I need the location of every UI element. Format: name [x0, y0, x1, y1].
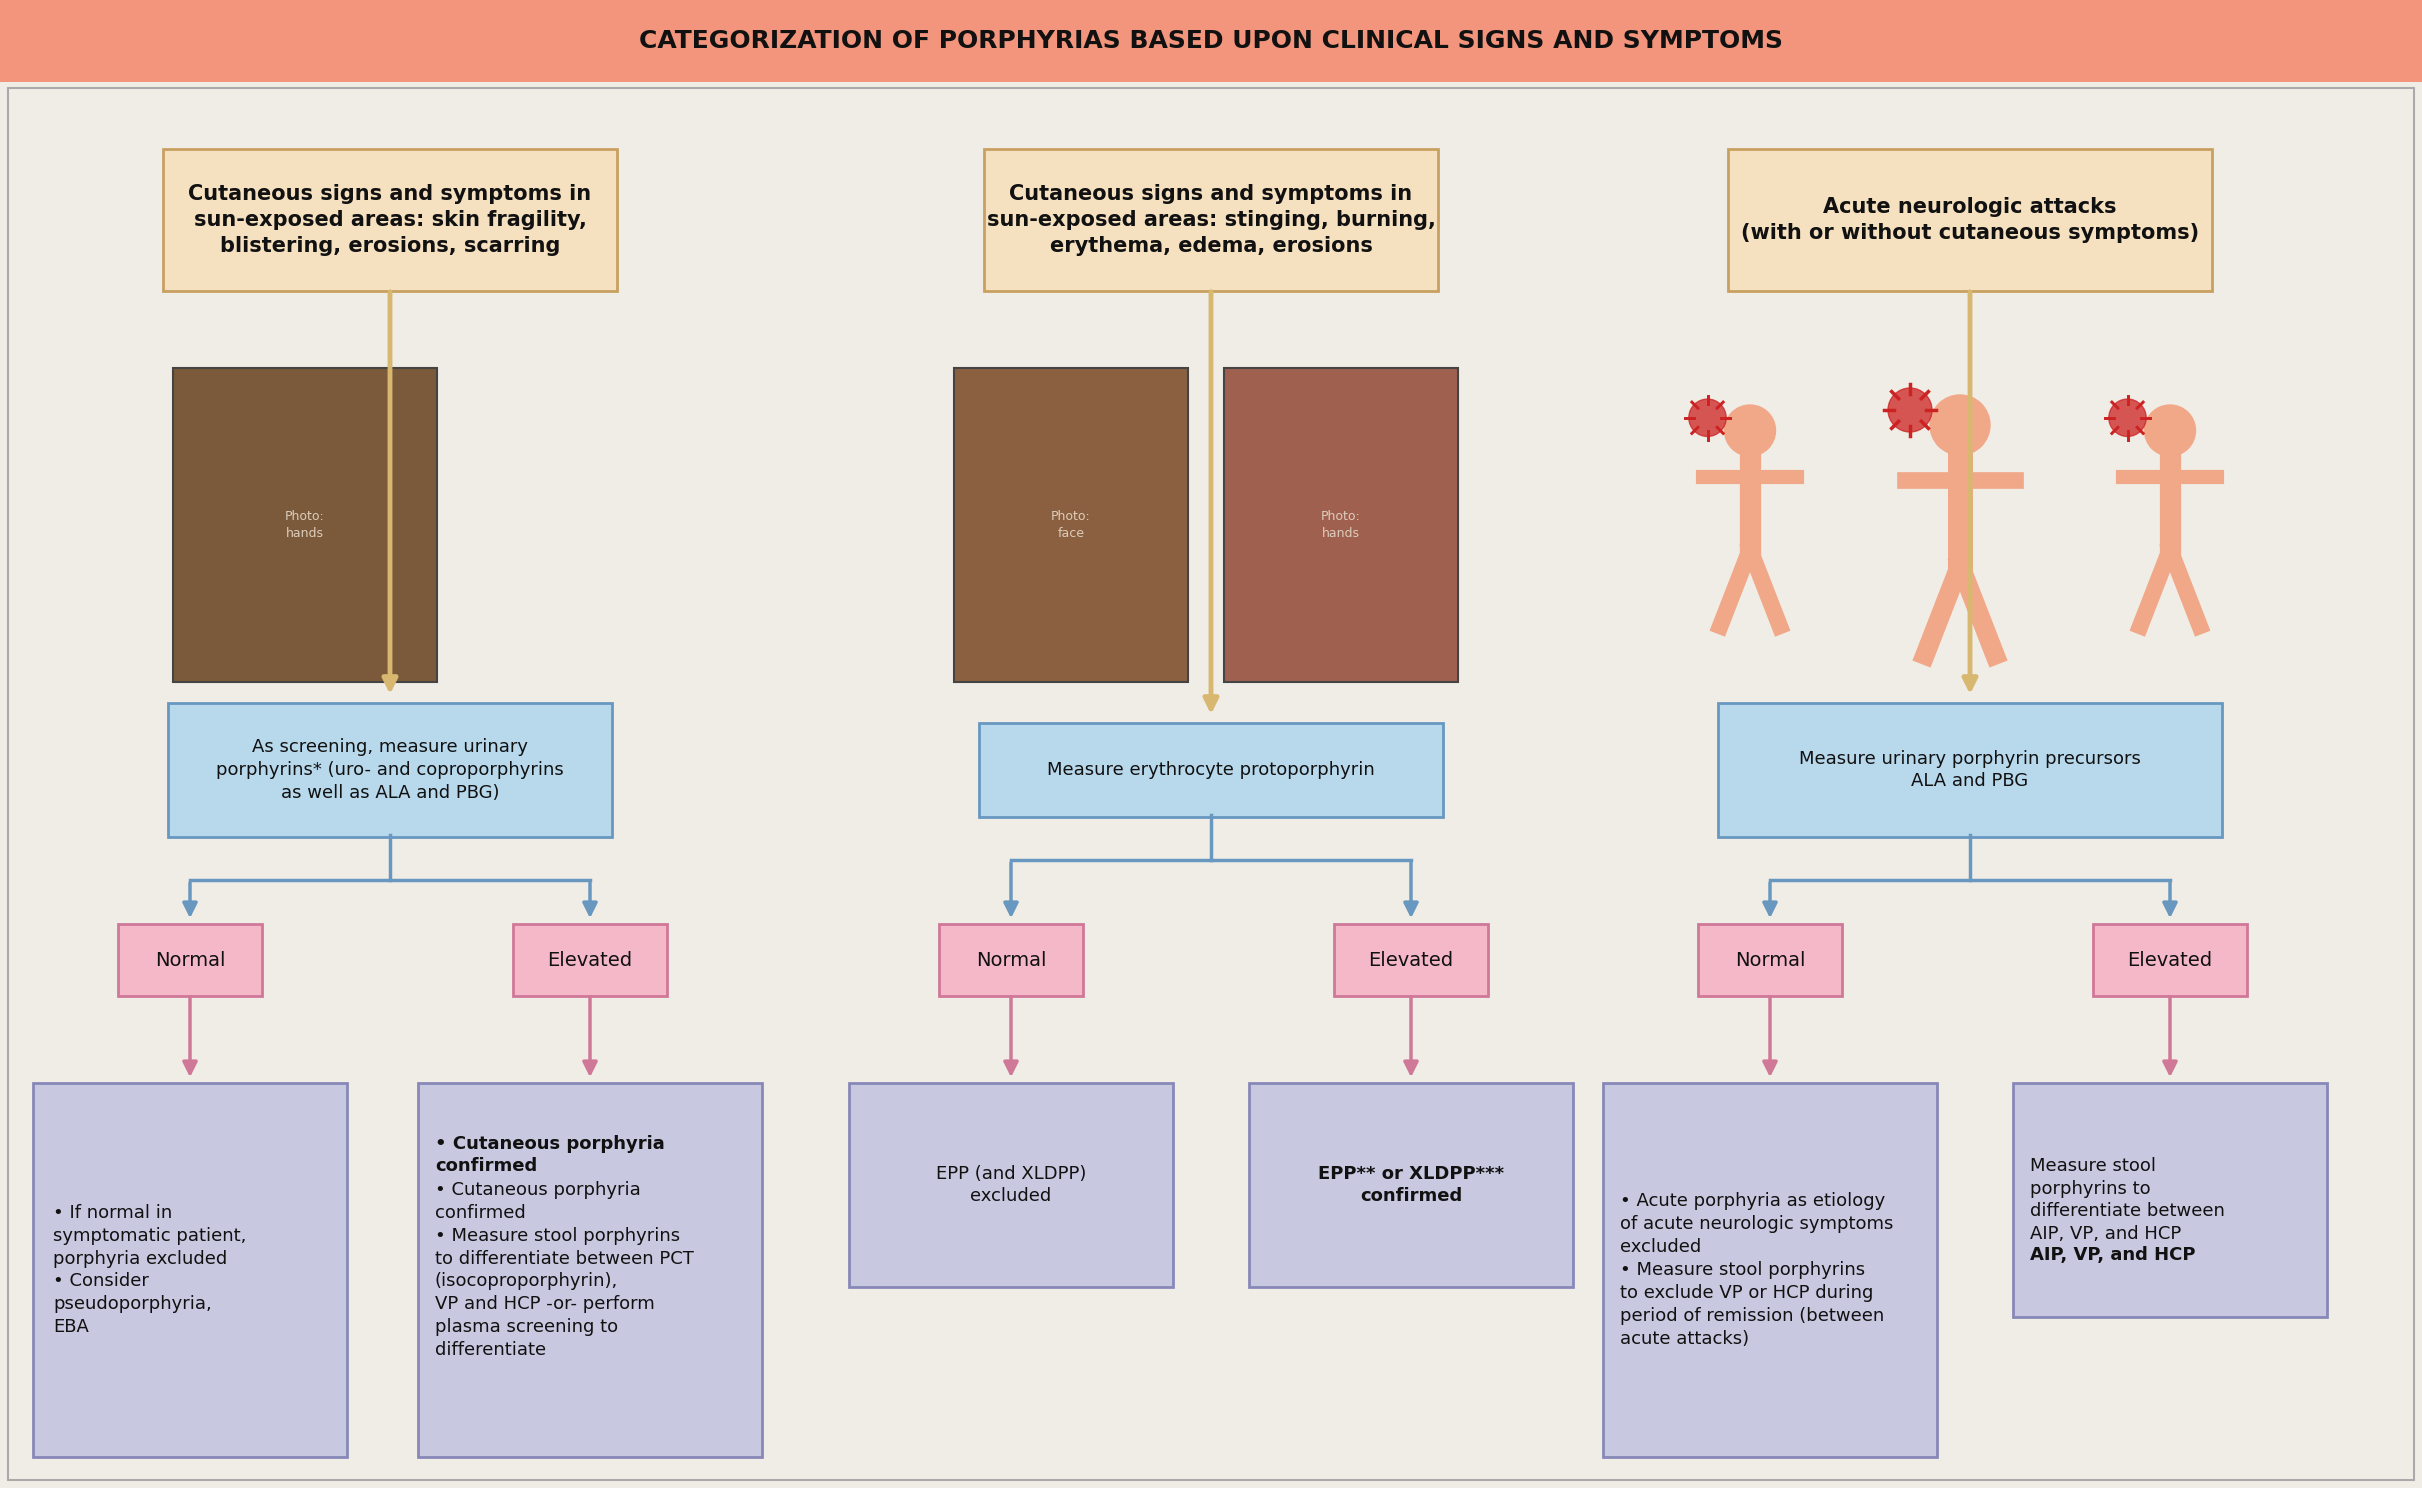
- Circle shape: [2143, 405, 2194, 455]
- FancyBboxPatch shape: [983, 149, 1439, 292]
- Text: • Cutaneous porphyria
confirmed: • Cutaneous porphyria confirmed: [436, 1134, 664, 1176]
- Circle shape: [1724, 405, 1775, 455]
- Text: Measure stool
porphyrins to
differentiate between
AIP, VP, and HCP: Measure stool porphyrins to differentiat…: [2030, 1156, 2226, 1244]
- Text: Measure urinary porphyrin precursors
ALA and PBG: Measure urinary porphyrin precursors ALA…: [1800, 750, 2141, 790]
- Text: Elevated: Elevated: [2127, 951, 2214, 970]
- FancyBboxPatch shape: [419, 1083, 763, 1457]
- FancyBboxPatch shape: [978, 723, 1444, 817]
- FancyBboxPatch shape: [1727, 149, 2211, 292]
- Circle shape: [1688, 399, 1727, 436]
- Text: Normal: Normal: [1734, 951, 1804, 970]
- FancyBboxPatch shape: [954, 368, 1189, 682]
- FancyBboxPatch shape: [162, 149, 618, 292]
- FancyBboxPatch shape: [172, 368, 436, 682]
- Text: • If normal in
symptomatic patient,
porphyria excluded
• Consider
pseudoporphyri: • If normal in symptomatic patient, porp…: [53, 1204, 247, 1336]
- Text: Elevated: Elevated: [1368, 951, 1453, 970]
- FancyBboxPatch shape: [167, 702, 613, 836]
- FancyBboxPatch shape: [1698, 924, 1843, 995]
- Text: • Cutaneous porphyria
confirmed
• Measure stool porphyrins
to differentiate betw: • Cutaneous porphyria confirmed • Measur…: [436, 1181, 693, 1359]
- FancyBboxPatch shape: [2093, 924, 2248, 995]
- Text: As screening, measure urinary
porphyrins* (uro- and coproporphyrins
as well as A: As screening, measure urinary porphyrins…: [216, 738, 564, 802]
- Circle shape: [2110, 399, 2146, 436]
- FancyBboxPatch shape: [1335, 924, 1487, 995]
- Text: EPP** or XLDPP***
confirmed: EPP** or XLDPP*** confirmed: [1318, 1165, 1504, 1205]
- Text: Acute neurologic attacks
(with or without cutaneous symptoms): Acute neurologic attacks (with or withou…: [1741, 198, 2199, 243]
- FancyBboxPatch shape: [1603, 1083, 1938, 1457]
- Text: Normal: Normal: [155, 951, 225, 970]
- Text: Cutaneous signs and symptoms in
sun-exposed areas: stinging, burning,
erythema, : Cutaneous signs and symptoms in sun-expo…: [986, 185, 1436, 256]
- Text: Normal: Normal: [976, 951, 1046, 970]
- FancyBboxPatch shape: [1250, 1083, 1572, 1287]
- Text: Photo:
hands: Photo: hands: [1320, 510, 1361, 540]
- FancyBboxPatch shape: [2013, 1083, 2328, 1317]
- Text: AIP, VP, and HCP: AIP, VP, and HCP: [2030, 1245, 2194, 1263]
- Text: Elevated: Elevated: [547, 951, 632, 970]
- Text: • Acute porphyria as etiology
of acute neurologic symptoms
excluded
• Measure st: • Acute porphyria as etiology of acute n…: [1620, 1192, 1894, 1348]
- Text: CATEGORIZATION OF PORPHYRIAS BASED UPON CLINICAL SIGNS AND SYMPTOMS: CATEGORIZATION OF PORPHYRIAS BASED UPON …: [639, 28, 1783, 54]
- Text: Measure erythrocyte protoporphyrin: Measure erythrocyte protoporphyrin: [1046, 760, 1376, 780]
- Text: Photo:
face: Photo: face: [1051, 510, 1090, 540]
- Text: Photo:
hands: Photo: hands: [286, 510, 325, 540]
- FancyBboxPatch shape: [119, 924, 262, 995]
- Text: EPP (and XLDPP)
excluded: EPP (and XLDPP) excluded: [935, 1165, 1085, 1205]
- FancyBboxPatch shape: [1717, 702, 2221, 836]
- FancyBboxPatch shape: [940, 924, 1083, 995]
- Text: Cutaneous signs and symptoms in
sun-exposed areas: skin fragility,
blistering, e: Cutaneous signs and symptoms in sun-expo…: [189, 185, 591, 256]
- FancyBboxPatch shape: [1223, 368, 1458, 682]
- Circle shape: [1889, 388, 1933, 432]
- Circle shape: [1930, 394, 1991, 455]
- FancyBboxPatch shape: [850, 1083, 1172, 1287]
- FancyBboxPatch shape: [513, 924, 666, 995]
- FancyBboxPatch shape: [34, 1083, 346, 1457]
- FancyBboxPatch shape: [0, 0, 2422, 82]
